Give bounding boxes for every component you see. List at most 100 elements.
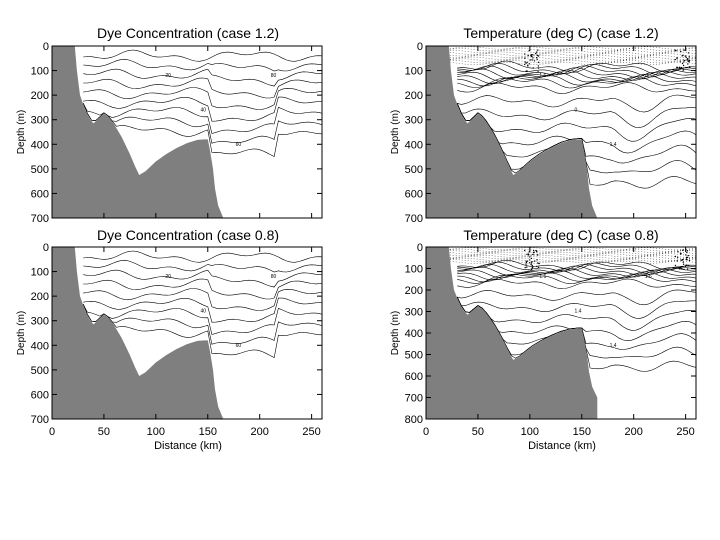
noise-dot — [537, 254, 539, 256]
dotted-contour — [446, 250, 696, 254]
noise-dot — [525, 260, 527, 262]
noise-dot — [679, 253, 682, 255]
noise-dot — [529, 59, 531, 61]
dotted-contour — [446, 254, 696, 258]
noise-dot — [685, 258, 687, 260]
x-tick-label: 50 — [98, 426, 110, 438]
noise-dot — [527, 65, 529, 67]
y-tick-label: 700 — [31, 414, 49, 426]
noise-dot — [531, 261, 533, 263]
dotted-contour — [446, 46, 696, 50]
noise-dot — [535, 52, 537, 55]
noise-dot — [674, 58, 676, 61]
y-tick-label: 500 — [405, 350, 423, 362]
noise-dot — [679, 68, 681, 70]
noise-dot — [686, 58, 689, 60]
contour-line — [457, 73, 696, 87]
seafloor-bathymetry — [426, 46, 598, 218]
temperature-case-1-2-panel: Temperature (deg C) (case 1.2) Depth (m)… — [390, 25, 697, 225]
noise-dot — [533, 60, 536, 62]
plot-area — [426, 46, 696, 218]
noise-dot — [524, 266, 526, 269]
noise-dot — [685, 254, 687, 256]
noise-dot — [674, 49, 676, 51]
noise-dot — [685, 256, 688, 259]
dotted-contour — [446, 51, 696, 55]
noise-dot — [535, 249, 537, 252]
noise-dot — [674, 255, 677, 258]
y-tick-label: 200 — [31, 90, 49, 102]
noise-dot — [688, 259, 691, 262]
noise-dot — [538, 262, 540, 265]
noise-dot — [684, 265, 687, 268]
noise-dot — [524, 249, 526, 252]
contour-line — [83, 96, 322, 122]
noise-dot — [676, 260, 678, 262]
dotted-contour — [446, 61, 696, 65]
noise-dot — [682, 64, 685, 67]
noise-dot — [680, 66, 683, 69]
y-axis-label: Depth (m) — [16, 110, 27, 154]
noise-dot — [687, 59, 689, 62]
y-axis-label: Depth (m) — [390, 110, 401, 154]
dotted-contour — [446, 56, 696, 60]
y-tick-label: 300 — [31, 115, 49, 127]
dotted-contour — [446, 247, 696, 251]
y-tick-label: 0 — [417, 41, 423, 53]
y-tick-label: 700 — [405, 213, 423, 225]
noise-dot — [526, 260, 528, 262]
noise-dot — [686, 268, 689, 270]
y-tick-label: 200 — [31, 291, 49, 303]
dotted-contour — [446, 256, 696, 260]
noise-dot — [530, 55, 532, 57]
contour-line — [82, 103, 322, 144]
y-tick-label: 200 — [405, 90, 423, 102]
noise-dot — [688, 59, 691, 62]
noise-dot — [537, 67, 540, 69]
temperature-case-0-8-panel: Temperature (deg C) (case 0.8) Depth (m)… — [390, 227, 697, 452]
noise-dot — [526, 266, 528, 268]
contour-line — [457, 94, 696, 113]
contour-label: 80 — [271, 274, 277, 280]
noise-dot — [537, 55, 540, 57]
noise-dot — [532, 249, 535, 252]
noise-dot — [681, 249, 684, 251]
y-tick-label: 500 — [31, 164, 49, 176]
contour-line — [456, 103, 696, 142]
noise-dot — [682, 261, 684, 263]
x-tick-label: 100 — [147, 426, 165, 438]
contour-label: 80 — [271, 73, 277, 79]
contour-label: 20 — [165, 274, 171, 280]
y-tick-label: 0 — [43, 242, 49, 254]
y-tick-label: 500 — [405, 164, 423, 176]
contour-line — [457, 269, 696, 281]
contour-line — [457, 264, 696, 275]
noise-dot — [526, 61, 528, 64]
contour-line — [83, 77, 322, 99]
noise-dot — [683, 49, 685, 51]
noise-dot — [677, 251, 679, 253]
contour-label: 40 — [201, 107, 207, 113]
noise-dot — [532, 266, 534, 268]
noise-dot — [678, 268, 681, 270]
y-axis-label: Depth (m) — [16, 311, 27, 355]
contour-line — [83, 269, 322, 288]
contour-line — [457, 265, 696, 276]
noise-dot — [688, 61, 690, 63]
noise-dot — [686, 256, 689, 259]
contour-label: 1.4 — [575, 308, 582, 314]
contour-line — [83, 288, 322, 311]
x-tick-label: 100 — [521, 426, 539, 438]
panel-title: Temperature (deg C) (case 1.2) — [463, 25, 658, 41]
contour-line — [83, 278, 322, 300]
contour-line — [82, 304, 322, 358]
y-tick-label: 100 — [31, 267, 49, 279]
noise-dot — [685, 56, 687, 58]
noise-dot — [537, 262, 539, 264]
y-tick-label: 200 — [405, 285, 423, 297]
contour-line — [457, 261, 696, 273]
y-tick-label: 400 — [31, 139, 49, 151]
contour-line — [457, 271, 696, 283]
panel-title: Dye Concentration (case 1.2) — [97, 25, 279, 41]
